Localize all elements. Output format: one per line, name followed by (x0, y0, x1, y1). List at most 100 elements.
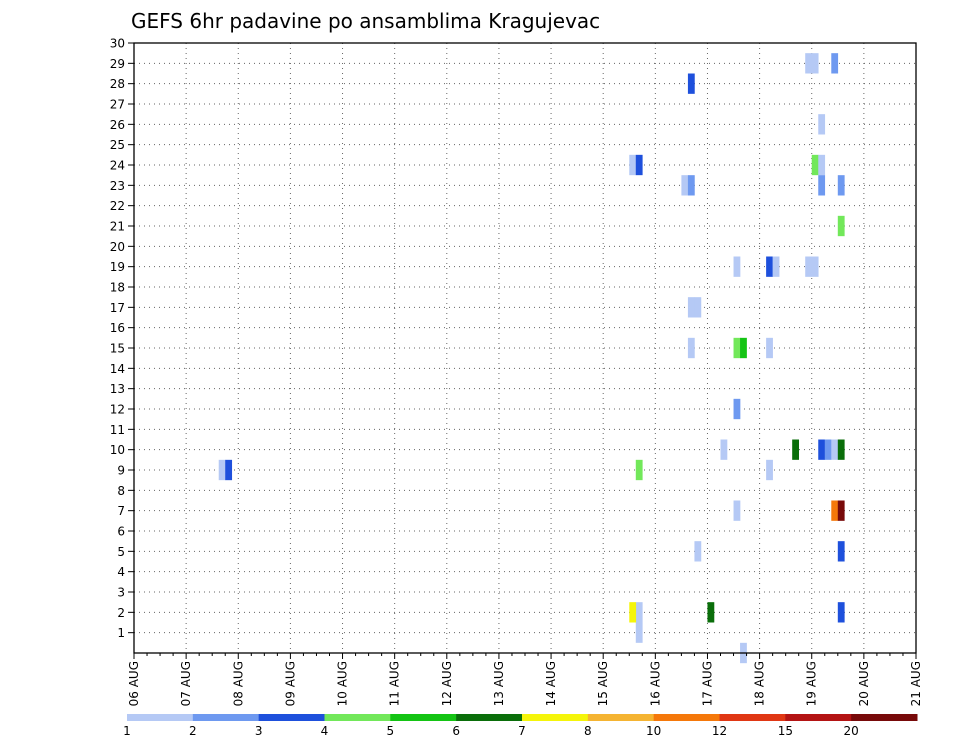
y-tick-label: 22 (110, 199, 125, 213)
precip-cell (818, 439, 826, 460)
y-tick-label: 30 (110, 37, 125, 51)
colorbar-swatch (522, 714, 589, 721)
precip-cell (818, 154, 826, 176)
y-tick-label: 29 (110, 57, 125, 71)
precip-cell (837, 215, 845, 237)
y-tick-label: 13 (110, 382, 125, 396)
precip-cell (635, 622, 643, 643)
precip-cell (766, 459, 773, 481)
precip-cell (740, 337, 747, 359)
precip-cell (218, 459, 226, 481)
precip-cell (831, 53, 839, 74)
y-tick-label: 7 (117, 504, 125, 518)
colorbar-swatch (719, 714, 786, 721)
colorbar-label: 20 (844, 724, 859, 738)
colorbar-label: 15 (778, 724, 793, 738)
colorbar-label: 2 (189, 724, 197, 738)
colorbar-swatch (785, 714, 852, 721)
colorbar-label: 6 (452, 724, 460, 738)
colorbar-label: 3 (255, 724, 263, 738)
x-tick-label: 09 AUG (283, 661, 297, 706)
precip-cell (831, 500, 839, 521)
precip-cell (792, 439, 799, 460)
precip-cell (811, 53, 819, 74)
precip-cell (818, 114, 826, 135)
precip-cell (805, 256, 813, 277)
x-tick-label: 17 AUG (700, 661, 714, 706)
x-tick-label: 13 AUG (492, 661, 506, 706)
precip-cell (811, 154, 819, 176)
precip-cell (694, 541, 702, 562)
y-tick-label: 15 (110, 342, 125, 356)
colorbar-label: 8 (584, 724, 592, 738)
precip-cell (635, 459, 643, 481)
precip-cell (694, 297, 702, 318)
precip-cell (629, 602, 637, 623)
colorbar-swatch (390, 714, 457, 721)
precip-cell (687, 73, 695, 94)
x-tick-label: 12 AUG (440, 661, 454, 706)
precip-cell (720, 439, 728, 460)
x-tick-label: 16 AUG (648, 661, 662, 706)
precip-cell (772, 256, 780, 277)
precip-cell (805, 53, 813, 74)
x-axis: 06 AUG 07 AUG 08 AUG 09 AUG 10 AUG 11 AUG 12 A… (127, 653, 923, 706)
precip-cell (837, 175, 845, 196)
colorbar-label: 10 (646, 724, 661, 738)
colorbar-label: 7 (518, 724, 526, 738)
y-tick-label: 1 (117, 626, 125, 640)
precip-cell (837, 602, 845, 623)
y-tick-label: 3 (117, 586, 125, 600)
precip-cell (681, 175, 689, 196)
precip-cell (707, 602, 715, 623)
colorbar-swatch (456, 714, 523, 721)
y-tick-label: 17 (110, 301, 125, 315)
colorbar-swatch (127, 714, 194, 721)
y-tick-label: 2 (117, 606, 125, 620)
colorbar-swatch (258, 714, 325, 721)
colorbar-swatch (851, 714, 918, 721)
precip-cell (687, 175, 695, 196)
x-tick-label: 10 AUG (336, 661, 350, 706)
y-tick-label: 11 (110, 423, 125, 437)
y-tick-label: 12 (110, 403, 125, 417)
y-tick-label: 23 (110, 179, 125, 193)
precip-cell (733, 337, 741, 359)
x-tick-label: 19 AUG (805, 661, 819, 706)
y-tick-label: 27 (110, 98, 125, 112)
colorbar-label: 1 (123, 724, 131, 738)
precip-cell (733, 256, 741, 277)
y-tick-label: 5 (117, 545, 125, 559)
precip-cell (811, 256, 819, 277)
colorbar-swatch (192, 714, 260, 721)
y-tick-label: 10 (110, 443, 125, 457)
precip-cell (831, 439, 839, 460)
precip-cell (635, 602, 643, 623)
y-tick-label: 21 (110, 220, 125, 234)
precip-cell (733, 398, 741, 420)
precip-cell (687, 337, 695, 359)
x-tick-label: 18 AUG (753, 661, 767, 706)
y-tick-label: 24 (110, 159, 125, 173)
y-tick-label: 16 (110, 321, 125, 335)
precip-cell (629, 154, 637, 176)
y-tick-label: 9 (117, 464, 125, 478)
precip-cell (824, 439, 832, 460)
grid-lines (134, 43, 916, 653)
precip-cell (687, 297, 695, 318)
x-tick-label: 14 AUG (544, 661, 558, 706)
colorbar-legend: 1 2 3 4 5 6 7 8 10 12 15 20 (123, 714, 918, 738)
colorbar-label: 4 (321, 724, 329, 738)
y-tick-label: 20 (110, 240, 125, 254)
precip-cell (837, 439, 845, 460)
x-tick-label: 21 AUG (909, 661, 923, 706)
x-tick-label: 11 AUG (388, 661, 402, 706)
y-tick-label: 18 (110, 281, 125, 295)
y-tick-label: 6 (117, 525, 125, 539)
precip-cell (733, 500, 741, 521)
colorbar-swatch (653, 714, 720, 721)
colorbar-label: 12 (712, 724, 727, 738)
x-tick-label: 15 AUG (596, 661, 610, 706)
chart-title: GEFS 6hr padavine po ansamblima Kragujev… (131, 9, 600, 33)
